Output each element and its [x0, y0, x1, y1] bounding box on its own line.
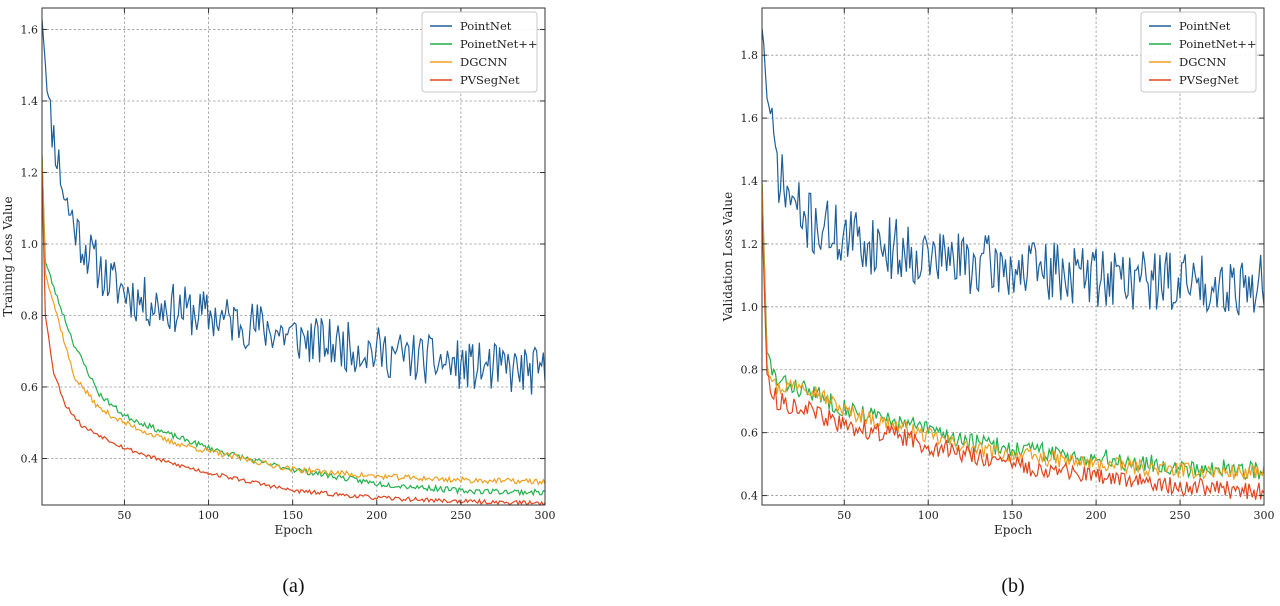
x-tick-label: 50: [117, 509, 131, 522]
x-axis-label: Epoch: [274, 523, 312, 537]
y-tick-label: 0.8: [741, 364, 759, 377]
y-tick-label: 1.8: [741, 49, 759, 62]
series-line-pointnet: [42, 19, 545, 395]
x-tick-label: 100: [198, 509, 219, 522]
x-tick-label: 100: [918, 509, 939, 522]
legend: PointNet PoinetNet++ DGCNN PVSegNet: [1140, 11, 1257, 93]
legend-label: PVSegNet: [1179, 73, 1239, 87]
series-line-pvsegnet: [762, 213, 1264, 500]
x-tick-label: 50: [837, 509, 851, 522]
chart-a: 50 100 150 200 250 300 0.4 0.6 0.8 1.0 1.2 1.4 1.6 Ep…: [1, 7, 556, 597]
x-axis-label: Epoch: [994, 523, 1032, 537]
legend-box: [421, 11, 538, 93]
y-tick-label: 0.6: [21, 381, 39, 394]
y-tick-label: 1.2: [21, 166, 39, 179]
plot-frame: [761, 7, 1265, 506]
series-line-pointnet: [762, 28, 1264, 316]
legend-box: [1140, 11, 1257, 93]
legend-label: DGCNN: [1179, 55, 1226, 69]
y-tick-label: 0.4: [21, 453, 39, 466]
legend-label: DGCNN: [460, 55, 507, 69]
y-tick-label: 1.6: [741, 112, 759, 125]
series-line-dgcnn: [42, 155, 545, 486]
y-tick-label: 1.4: [21, 95, 39, 108]
subfigure-caption: (a): [282, 575, 304, 597]
x-tick-label: 300: [1254, 509, 1275, 522]
y-tick-label: 1.2: [741, 238, 759, 251]
y-tick-label: 1.6: [21, 23, 39, 36]
y-tick-label: 0.8: [21, 309, 39, 322]
legend-label: PointNet: [460, 19, 512, 33]
legend-label: PoinetNet++: [460, 37, 537, 51]
y-tick-label: 1.0: [21, 238, 39, 251]
y-tick-label: 0.6: [741, 427, 759, 440]
y-axis-label: Validation Loss Value: [721, 192, 735, 322]
plot-frame: [41, 7, 546, 506]
x-tick-label: 300: [535, 509, 556, 522]
x-tick-label: 250: [450, 509, 471, 522]
y-axis-label: Training Loss Value: [1, 196, 15, 316]
chart-b: 50 100 150 200 250 300 0.4 0.6 0.8 1.0 1.2 1.4 1.6 1.…: [721, 7, 1275, 597]
legend-label: PointNet: [1179, 19, 1231, 33]
legend: PointNet PoinetNet++ DGCNN PVSegNet: [421, 11, 538, 93]
y-tick-label: 1.0: [741, 301, 759, 314]
x-tick-label: 200: [366, 509, 387, 522]
legend-label: PoinetNet++: [1179, 37, 1256, 51]
x-tick-label: 200: [1086, 509, 1107, 522]
series-line-dgcnn: [762, 182, 1264, 481]
series-line-poinetnet-: [762, 182, 1264, 481]
x-tick-label: 150: [1002, 509, 1023, 522]
x-tick-label: 250: [1170, 509, 1191, 522]
legend-label: PVSegNet: [460, 73, 520, 87]
x-tick-label: 150: [282, 509, 303, 522]
series-line-poinetnet-: [42, 155, 545, 497]
y-tick-label: 0.4: [741, 490, 759, 503]
series-line-pvsegnet: [42, 172, 545, 505]
subfigure-caption: (b): [1001, 575, 1024, 597]
y-tick-label: 1.4: [741, 175, 759, 188]
